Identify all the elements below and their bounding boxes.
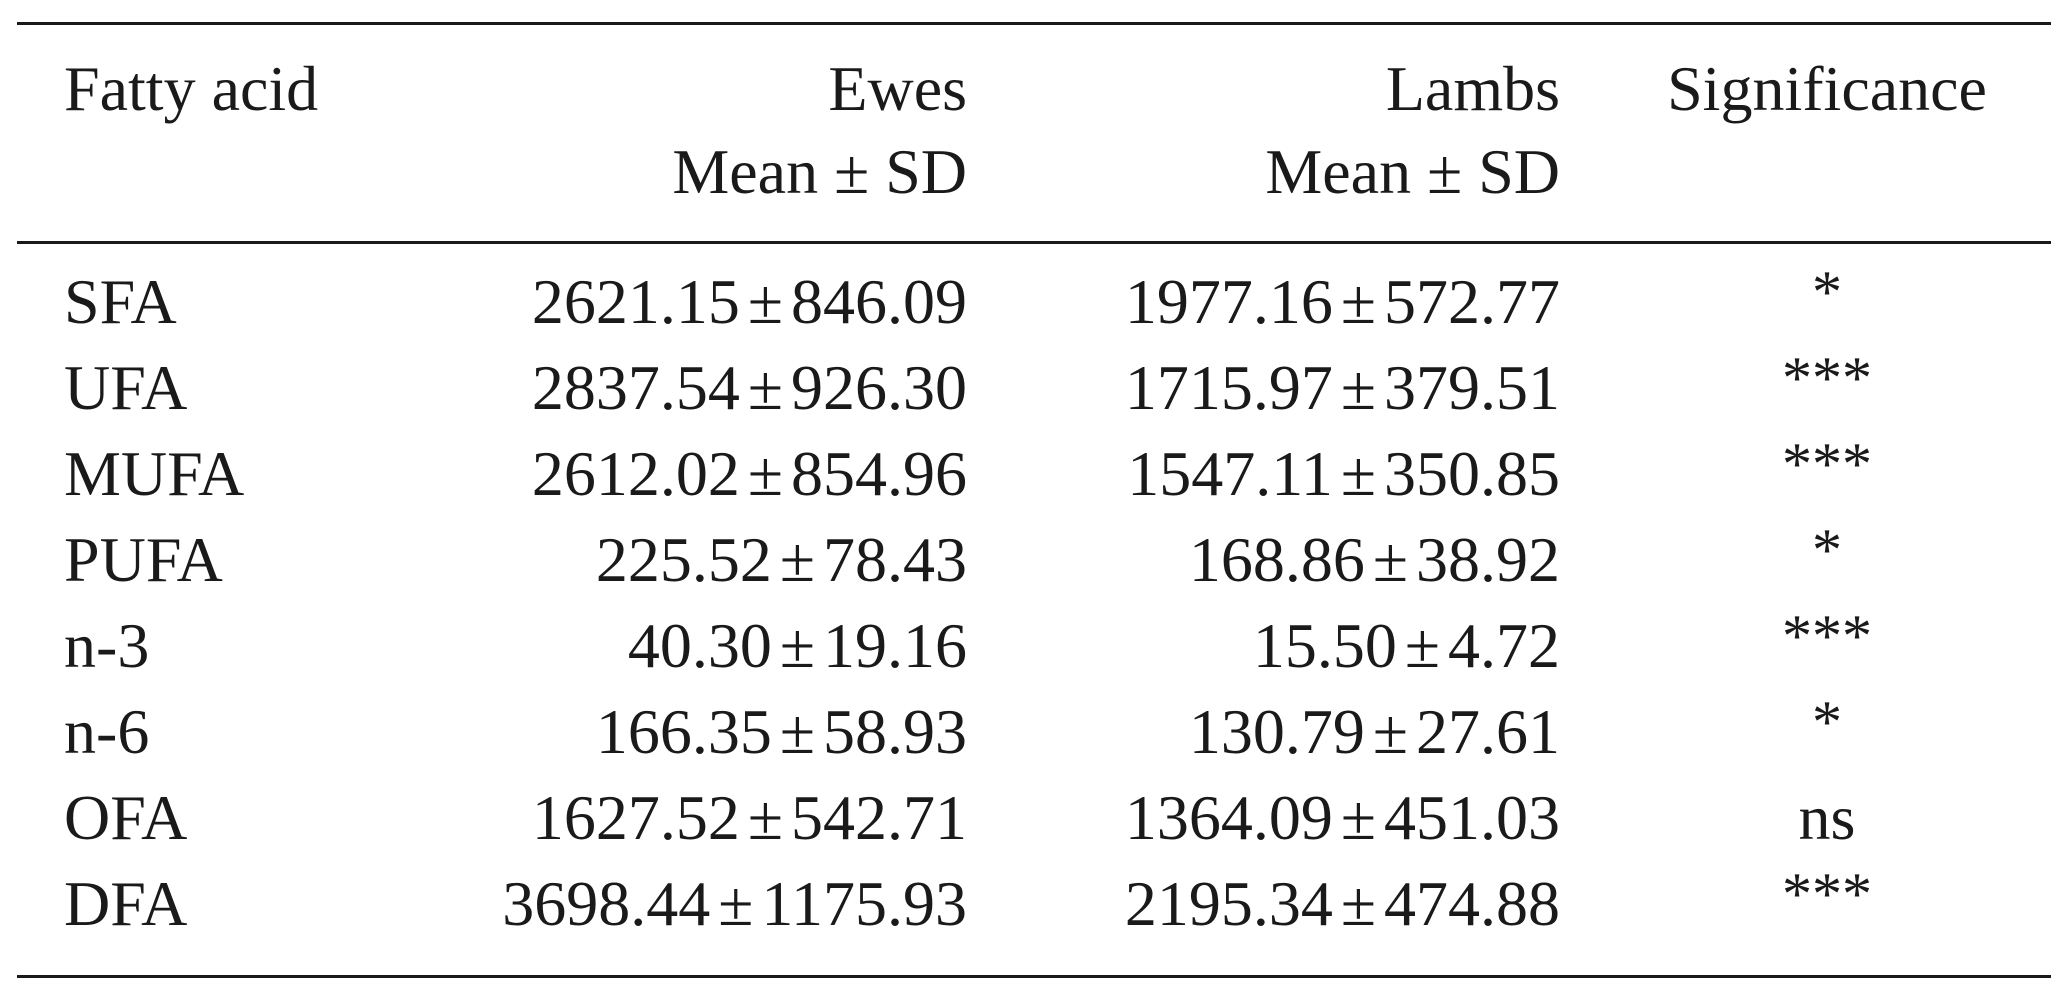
lambs-mean: 1547.11 bbox=[1127, 438, 1333, 509]
row-fatty-acid: UFA bbox=[64, 352, 188, 423]
plus-minus-symbol: ± bbox=[747, 352, 783, 423]
row-lambs-value: 1977.16 ±572.77 bbox=[1125, 270, 1560, 334]
row-significance: ns bbox=[1798, 782, 1856, 853]
row-fatty-acid: SFA bbox=[64, 266, 177, 337]
lambs-mean: 2195.34 bbox=[1124, 868, 1333, 939]
row-fatty-acid: DFA bbox=[64, 868, 188, 939]
row-significance: * bbox=[1812, 689, 1842, 755]
header-rule bbox=[17, 241, 2051, 244]
plus-minus-symbol: ± bbox=[1372, 524, 1408, 595]
row-significance: *** bbox=[1782, 431, 1872, 497]
ewes-sd: 846.09 bbox=[791, 266, 967, 337]
row-ewes-value: 40.30 ±19.16 bbox=[628, 614, 967, 678]
plus-minus-symbol: ± bbox=[718, 868, 754, 939]
lambs-mean: 1977.16 bbox=[1124, 266, 1333, 337]
ewes-sd: 78.43 bbox=[823, 524, 967, 595]
lambs-sd: 379.51 bbox=[1384, 352, 1560, 423]
plus-minus-symbol: ± bbox=[779, 696, 815, 767]
ewes-mean: 3698.44 bbox=[502, 868, 711, 939]
row-ewes-value: 2612.02 ±854.96 bbox=[532, 442, 967, 506]
ewes-mean: 2837.54 bbox=[531, 352, 740, 423]
lambs-sd: 38.92 bbox=[1416, 524, 1560, 595]
row-fatty-acid: n-6 bbox=[64, 696, 150, 767]
row-significance: * bbox=[1812, 259, 1842, 325]
plus-minus-symbol: ± bbox=[1404, 610, 1440, 681]
row-ewes-value: 166.35 ±58.93 bbox=[596, 700, 967, 764]
row-fatty-acid: OFA bbox=[64, 782, 188, 853]
row-lambs-value: 130.79 ±27.61 bbox=[1189, 700, 1560, 764]
plus-minus-symbol: ± bbox=[1340, 868, 1376, 939]
bottom-rule bbox=[17, 975, 2051, 978]
row-fatty-acid: PUFA bbox=[64, 524, 223, 595]
row-lambs-value: 1715.97 ±379.51 bbox=[1125, 356, 1560, 420]
header-ewes-stat: Mean ± SD bbox=[672, 136, 967, 207]
lambs-sd: 27.61 bbox=[1416, 696, 1560, 767]
ewes-mean: 166.35 bbox=[595, 696, 772, 767]
plus-minus-symbol: ± bbox=[779, 610, 815, 681]
row-lambs-value: 15.50 ±4.72 bbox=[1253, 614, 1560, 678]
row-lambs-value: 2195.34 ±474.88 bbox=[1125, 872, 1560, 936]
row-significance: *** bbox=[1782, 603, 1872, 669]
ewes-sd: 542.71 bbox=[791, 782, 967, 853]
top-rule bbox=[17, 22, 2051, 25]
lambs-sd: 572.77 bbox=[1384, 266, 1560, 337]
lambs-mean: 168.86 bbox=[1188, 524, 1365, 595]
lambs-sd: 474.88 bbox=[1384, 868, 1560, 939]
plus-minus-symbol: ± bbox=[779, 524, 815, 595]
header-lambs-stat: Mean ± SD bbox=[1265, 136, 1560, 207]
plus-minus-symbol: ± bbox=[1340, 782, 1376, 853]
header-ewes: Ewes bbox=[828, 53, 967, 124]
lambs-mean: 1715.97 bbox=[1124, 352, 1333, 423]
lambs-mean: 130.79 bbox=[1188, 696, 1365, 767]
ewes-mean: 2612.02 bbox=[531, 438, 740, 509]
plus-minus-symbol: ± bbox=[1340, 266, 1376, 337]
row-significance: *** bbox=[1782, 861, 1872, 927]
header-fatty-acid: Fatty acid bbox=[64, 53, 319, 124]
row-ewes-value: 3698.44 ±1175.93 bbox=[502, 872, 967, 936]
plus-minus-symbol: ± bbox=[747, 782, 783, 853]
row-significance: * bbox=[1812, 517, 1842, 583]
plus-minus-symbol: ± bbox=[747, 266, 783, 337]
row-significance: *** bbox=[1782, 345, 1872, 411]
row-ewes-value: 225.52 ±78.43 bbox=[596, 528, 967, 592]
ewes-mean: 225.52 bbox=[595, 524, 772, 595]
row-lambs-value: 168.86 ±38.92 bbox=[1189, 528, 1560, 592]
row-fatty-acid: MUFA bbox=[64, 438, 245, 509]
row-lambs-value: 1364.09 ±451.03 bbox=[1125, 786, 1560, 850]
row-lambs-value: 1547.11 ±350.85 bbox=[1127, 442, 1560, 506]
row-ewes-value: 2837.54 ±926.30 bbox=[532, 356, 967, 420]
lambs-sd: 4.72 bbox=[1448, 610, 1560, 681]
row-ewes-value: 1627.52 ±542.71 bbox=[532, 786, 967, 850]
ewes-mean: 2621.15 bbox=[531, 266, 740, 337]
ewes-sd: 854.96 bbox=[791, 438, 967, 509]
plus-minus-symbol: ± bbox=[1372, 696, 1408, 767]
ewes-sd: 1175.93 bbox=[761, 868, 967, 939]
header-lambs: Lambs bbox=[1385, 53, 1560, 124]
header-significance: Significance bbox=[1667, 53, 1987, 124]
row-ewes-value: 2621.15 ±846.09 bbox=[532, 270, 967, 334]
row-fatty-acid: n-3 bbox=[64, 610, 150, 681]
plus-minus-symbol: ± bbox=[747, 438, 783, 509]
ewes-mean: 1627.52 bbox=[531, 782, 740, 853]
ewes-sd: 926.30 bbox=[791, 352, 967, 423]
plus-minus-symbol: ± bbox=[1340, 438, 1376, 509]
lambs-sd: 350.85 bbox=[1384, 438, 1560, 509]
ewes-sd: 19.16 bbox=[823, 610, 967, 681]
lambs-mean: 15.50 bbox=[1252, 610, 1397, 681]
lambs-sd: 451.03 bbox=[1384, 782, 1560, 853]
ewes-mean: 40.30 bbox=[627, 610, 772, 681]
lambs-mean: 1364.09 bbox=[1124, 782, 1333, 853]
plus-minus-symbol: ± bbox=[1340, 352, 1376, 423]
ewes-sd: 58.93 bbox=[823, 696, 967, 767]
